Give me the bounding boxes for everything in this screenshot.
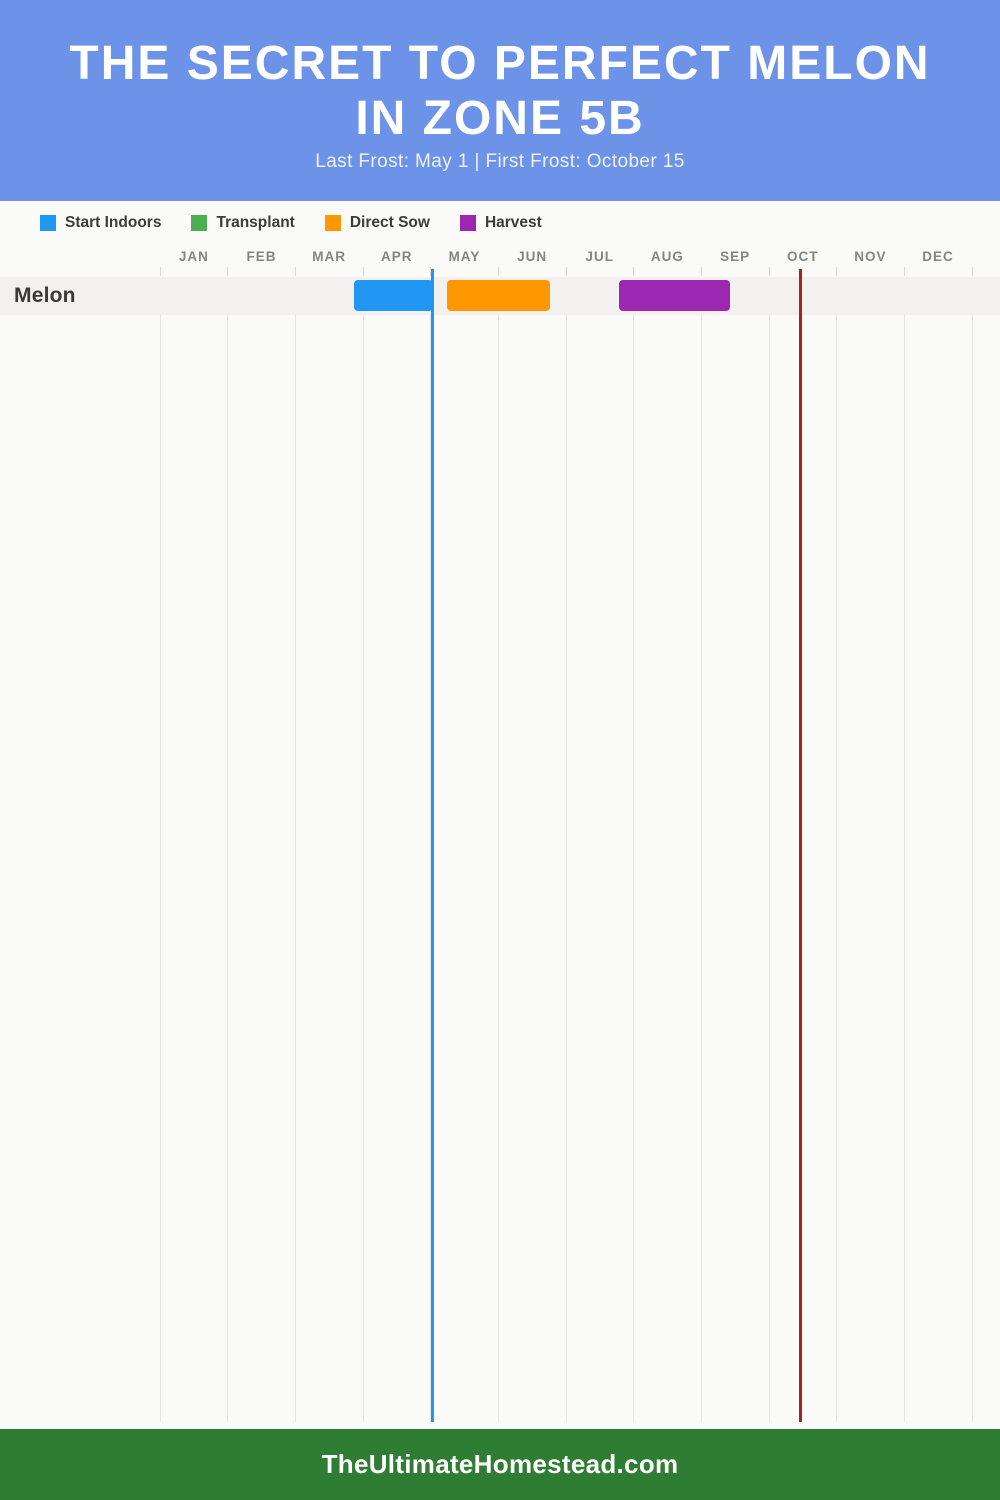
month-tick [565,267,567,276]
month-gridline [903,315,905,1422]
month-label-aug: AUG [650,249,684,264]
month-tick [430,267,432,276]
month-gridline [159,315,161,1422]
month-tick [294,267,296,276]
month-tick [497,267,499,276]
page-title-line-2: IN ZONE 5B [355,92,645,145]
month-gridline [430,315,432,1422]
month-label-jul: JUL [585,249,615,264]
month-axis: JAN FEB MAR APR MAY JUN JUL AUG SEP OCT … [160,249,972,264]
crop-label: Melon [14,284,76,307]
month-label-jun: JUN [517,249,548,264]
month-tick [362,267,364,276]
bar-start-indoors [354,280,433,311]
month-label-feb: FEB [246,249,277,264]
legend-label-harvest: Harvest [484,214,542,231]
month-gridline [768,315,770,1422]
legend-label-start-indoors: Start Indoors [65,214,162,231]
transplant-swatch-icon [191,215,208,231]
bar-direct-sow [446,280,550,311]
month-label-jan: JAN [178,249,209,264]
month-gridline [700,315,702,1422]
month-tick [768,267,770,276]
legend: Start Indoors Transplant Direct Sow Harv… [40,214,542,232]
month-gridline [633,315,635,1422]
header: THE SECRET TO PERFECT MELON IN ZONE 5B L… [0,0,1000,201]
month-tick [159,267,161,276]
footer: TheUltimateHomestead.com [0,1429,1000,1500]
legend-item-harvest: Harvest [459,214,542,232]
legend-label-transplant: Transplant [216,214,295,231]
month-label-sep: SEP [720,249,751,264]
legend-item-start-indoors: Start Indoors [40,214,161,232]
month-label-dec: DEC [922,249,954,264]
month-gridline [836,315,838,1422]
month-label-nov: NOV [854,249,887,264]
month-label-oct: OCT [786,249,819,264]
month-tick [971,267,973,276]
month-tick [227,267,229,276]
month-tick [633,267,635,276]
frost-dates-subtitle: Last Frost: May 1 | First Frost: October… [315,151,685,172]
month-tick [903,267,905,276]
start-indoors-swatch-icon [40,215,56,231]
legend-item-transplant: Transplant [191,214,295,232]
harvest-swatch-icon [459,215,476,231]
page-title-line-1: THE SECRET TO PERFECT MELON [69,37,931,90]
month-gridline [362,315,364,1422]
legend-label-direct-sow: Direct Sow [349,214,430,231]
month-tick [836,267,838,276]
month-tick [700,267,702,276]
month-label-apr: APR [381,249,413,264]
month-label-may: MAY [448,249,481,264]
direct-sow-swatch-icon [324,215,341,231]
legend-item-direct-sow: Direct Sow [324,214,430,232]
first-frost-line [799,269,803,1422]
website-url: TheUltimateHomestead.com [321,1449,679,1479]
page-title: THE SECRET TO PERFECT MELON IN ZONE 5B [0,0,1000,146]
bar-harvest [619,280,730,311]
last-frost-line [431,269,435,1422]
month-gridline [227,315,229,1422]
month-label-mar: MAR [312,249,347,264]
month-gridline [971,315,973,1422]
month-gridline [497,315,499,1422]
month-gridline [294,315,296,1422]
month-gridline [565,315,567,1422]
